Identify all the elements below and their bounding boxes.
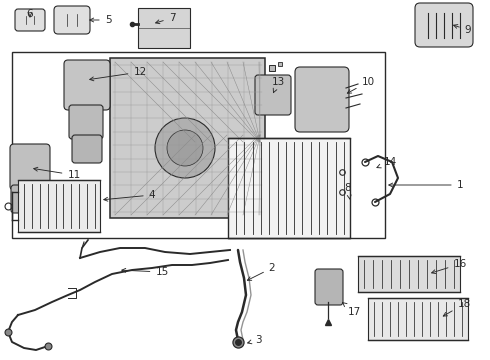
Text: 3: 3 [247,335,261,345]
Bar [138,8,190,48]
FancyBboxPatch shape [72,135,102,163]
Text: 11: 11 [34,167,81,180]
Text: 1: 1 [389,180,464,190]
FancyBboxPatch shape [415,3,473,47]
Text: 18: 18 [443,299,470,316]
Text: 14: 14 [377,157,396,168]
Text: 13: 13 [271,77,285,93]
Text: 10: 10 [347,77,374,93]
Circle shape [155,118,215,178]
Bar [12,52,385,238]
Text: 4: 4 [104,190,155,201]
Text: 7: 7 [156,13,175,24]
FancyBboxPatch shape [54,6,90,34]
Circle shape [167,130,203,166]
Text: 16: 16 [432,259,466,274]
FancyBboxPatch shape [15,9,45,31]
Bar [110,58,265,218]
FancyBboxPatch shape [315,269,343,305]
FancyBboxPatch shape [69,105,103,139]
Text: 15: 15 [122,267,169,277]
Text: 8: 8 [344,183,351,199]
FancyBboxPatch shape [255,75,291,115]
Text: 12: 12 [90,67,147,81]
Bar [358,256,460,292]
Text: 5: 5 [90,15,111,25]
Bar [18,180,100,232]
Text: 17: 17 [343,302,361,317]
Text: 6: 6 [26,9,33,19]
FancyBboxPatch shape [11,185,43,213]
Bar [368,298,468,340]
Text: 9: 9 [454,24,471,35]
FancyBboxPatch shape [10,144,50,190]
FancyBboxPatch shape [64,60,110,110]
Text: 2: 2 [247,263,275,280]
Bar [228,138,350,238]
FancyBboxPatch shape [295,67,349,132]
